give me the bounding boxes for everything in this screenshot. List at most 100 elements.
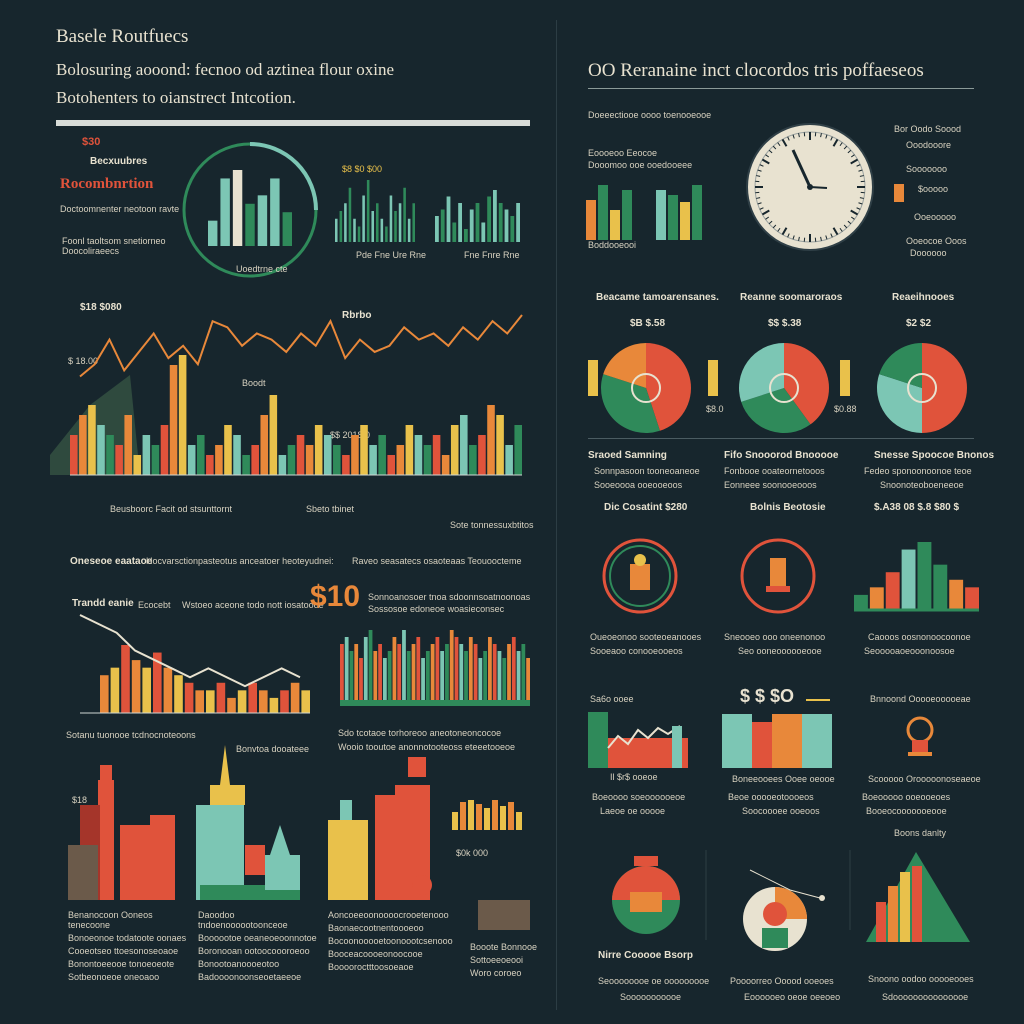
right-small-bars-bar: [949, 579, 964, 610]
row2-cap-3b: Seooooaoeooonoosoe: [864, 646, 955, 656]
city-small-bar: [460, 802, 466, 830]
left-subtitle-1: Bolosuring aooond: fecnoo od aztinea flo…: [56, 60, 395, 79]
pie-cap-1b: Sonnpasoon tooneoaneoe: [594, 466, 700, 476]
city-small-bar: [516, 812, 522, 830]
row4-cap-1a: Nirre Cooooe Bsorp: [598, 950, 694, 961]
kpi-big: Rocombnrtion: [60, 176, 154, 192]
pie-cap-1c: Sooeoooa ooeooeoos: [594, 480, 683, 490]
clock-tick: [768, 220, 773, 225]
top-mid-bars-bar: [385, 226, 388, 242]
main-caption-3: Sote tonnes: [450, 520, 499, 530]
row4-title: Boons danlty: [894, 828, 947, 838]
pie-side-figure: [588, 360, 598, 396]
main-bars-bar: [432, 435, 441, 475]
main-bars-bar: [387, 455, 396, 475]
city-text: Aoncoeeoonoooocrooetenooo: [328, 910, 449, 920]
row4-cap-1b: Seoooooooe oe ooooooooe: [598, 976, 710, 986]
clock-tick: [858, 202, 863, 205]
clock-tick: [843, 224, 848, 229]
row2-title-2: Bolnis Beotosie: [750, 502, 826, 513]
trend-line-series: [79, 614, 301, 688]
dense-bars-bar: [449, 630, 454, 700]
top-charts: [182, 142, 520, 278]
city-left: [68, 765, 175, 900]
main-bars-bar: [378, 435, 386, 475]
trend-bars-bar: [237, 690, 247, 713]
city-small-bar: [452, 812, 458, 830]
main-bars-bar: [242, 455, 250, 475]
top-right-bars-bar: [446, 196, 451, 242]
city-label: $18: [72, 795, 88, 805]
city-text: Booceacoooeonoocooe: [328, 949, 423, 959]
dense-bars-bar: [488, 637, 492, 700]
main-bars-bar: [405, 425, 414, 475]
right-small-bars-bar: [854, 594, 868, 610]
clock-tick: [850, 154, 855, 158]
main-bars-bar: [487, 405, 495, 475]
clock-bar: [668, 195, 678, 240]
dense-bars-bar: [340, 644, 344, 700]
dense-caption-2: Wooio tooutoe anonnotooteoss eteeetooeoe: [338, 742, 515, 752]
row3-title-3: Bnnoond Ooooeooooeae: [870, 694, 971, 704]
dense-bars-bar: [354, 644, 359, 700]
section-header-3: Raveo seasatecs osaoteaas Teouoocteme: [352, 556, 522, 566]
dense-bars-bar: [459, 644, 464, 700]
dense-bars-bar: [425, 651, 430, 700]
top-mid-bars-bar: [403, 187, 406, 242]
kpi-text-2: Foonl taoltsom snetiorneo: [62, 236, 166, 246]
row4-cap-1c: Sooooooooooe: [620, 992, 682, 1002]
city-text: Cooeotseo ttoesonoseoaoe: [68, 946, 179, 956]
dense-bars-bar: [430, 644, 435, 700]
left-title: Basele Routfuecs: [56, 26, 189, 47]
left-subtitle-2: Botohenters to oianstrect Intcotion.: [56, 88, 296, 107]
pie-cap-3c: Snoonoteoboeneeoe: [880, 480, 964, 490]
main-bars-bar: [496, 415, 504, 475]
trend-bars-bar: [216, 682, 226, 713]
pie-cap-2c: Eonneee soonooeooos: [724, 480, 817, 490]
pie-1-slice: [603, 343, 646, 388]
main-bars-bar: [160, 425, 169, 475]
dense-bars-bar: [378, 644, 382, 700]
main-bars-bar: [187, 445, 196, 475]
clock-tick: [820, 133, 822, 138]
clock-tick: [832, 138, 839, 147]
clock-tick: [777, 142, 781, 147]
dense-bars-bar: [411, 644, 416, 700]
clock-tick: [781, 138, 788, 147]
right-col-left-2: Eoooeoo Eeocoe: [588, 148, 658, 158]
kpi-label: Becxuubres: [90, 156, 148, 167]
city-caption: $0k 000: [456, 848, 489, 858]
trend-caption: Sotanu tuonooe tcdnocnoteoons: [66, 730, 196, 740]
clock-tick: [825, 235, 828, 240]
clock-tick: [832, 227, 839, 236]
right-small-bars-bar: [965, 587, 979, 610]
clock-tick: [772, 224, 777, 229]
lamp-icon: [906, 716, 934, 756]
top-right-bars-bar: [458, 203, 462, 242]
main-bars-bar: [124, 415, 132, 475]
dense-bars-bar: [497, 651, 502, 700]
row2-cap-3a: Caooos oosnonoocoonoe: [868, 632, 971, 642]
clock-tick: [820, 236, 822, 241]
section-header-2: Hocvarsctionpasteotus anceatoer heoteyud…: [146, 556, 334, 566]
dense-bars-bar: [454, 637, 459, 700]
pie-2-slice: [739, 343, 784, 402]
right-col-right-4: $ooooo: [918, 184, 949, 194]
dense-bars-bar: [473, 644, 478, 700]
dense-bars-bar: [492, 644, 497, 700]
top-mid-bars-bar: [362, 195, 365, 242]
city-text: Bonoeonoe todatoote oonaes: [68, 933, 187, 943]
dense-bars-bar: [507, 644, 511, 700]
clock-tick: [792, 134, 795, 139]
main-line-series: [79, 314, 523, 378]
kpi-value: $30: [82, 136, 101, 148]
main-bars-bar: [305, 445, 314, 475]
trend-bars-bar: [301, 690, 310, 713]
city-text: Daoodoo tndoenoooootoonceoe: [198, 910, 288, 930]
clock-tick: [847, 220, 852, 225]
trend-bars-bar: [100, 675, 109, 713]
clock-bar: [610, 210, 620, 240]
pie-2-slice: [784, 343, 829, 425]
main-value: $18 $080: [80, 302, 122, 313]
trend-bars-bar: [269, 697, 279, 713]
